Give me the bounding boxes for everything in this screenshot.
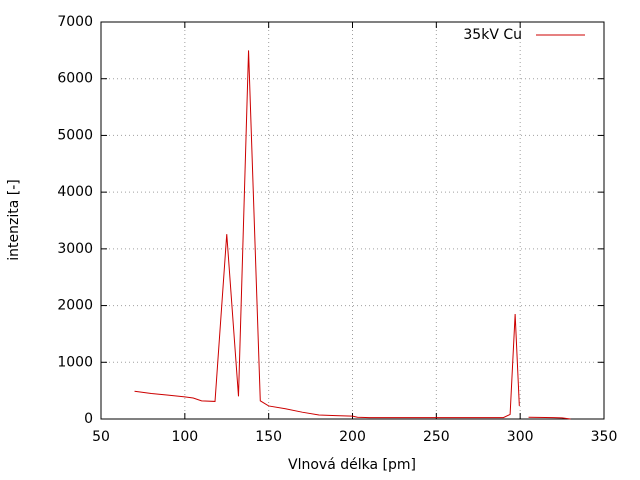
y-tick-label: 2000 bbox=[57, 298, 93, 314]
y-tick-label: 4000 bbox=[57, 184, 93, 200]
x-tick-label: 100 bbox=[171, 429, 198, 445]
x-tick-label: 50 bbox=[92, 429, 110, 445]
data-line bbox=[134, 50, 571, 420]
x-tick-label: 350 bbox=[591, 429, 618, 445]
x-tick-label: 300 bbox=[507, 429, 534, 445]
y-tick-label: 0 bbox=[84, 411, 93, 427]
y-tick-label: 3000 bbox=[57, 241, 93, 257]
x-axis-label: Vlnová délka [pm] bbox=[288, 457, 416, 473]
legend-label: 35kV Cu bbox=[463, 27, 522, 43]
y-tick-label: 6000 bbox=[57, 71, 93, 87]
y-axis-label: intenzita [-] bbox=[6, 179, 22, 260]
x-tick-label: 250 bbox=[423, 429, 450, 445]
x-tick-label: 200 bbox=[339, 429, 366, 445]
x-tick-label: 150 bbox=[255, 429, 282, 445]
y-tick-label: 5000 bbox=[57, 127, 93, 143]
y-tick-label: 7000 bbox=[57, 14, 93, 30]
y-tick-label: 1000 bbox=[57, 354, 93, 370]
plot-border bbox=[100, 21, 605, 420]
